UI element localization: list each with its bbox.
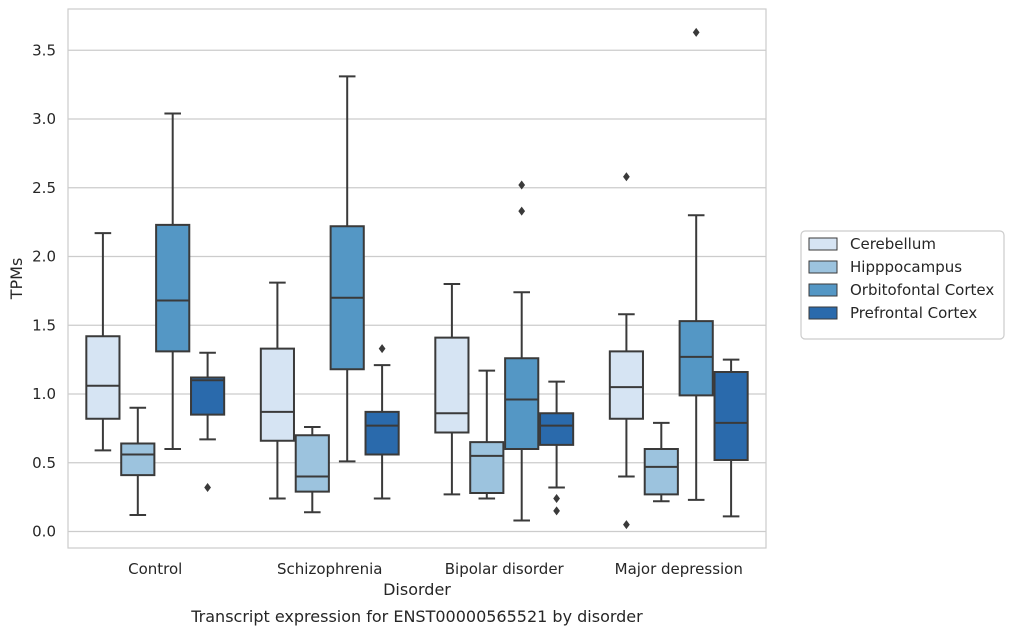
box-iqr [713,371,749,461]
box-groups [85,27,749,530]
y-tick-label: 1.0 [32,385,56,403]
legend-label: Cerebellum [850,235,936,253]
x-axis-ticks: Control Schizophrenia Bipolar disorder Majo… [128,560,743,578]
outlier-point [518,206,526,216]
box-group [469,369,505,500]
box-group [85,232,121,452]
box-iqr [434,336,470,434]
x-axis-label: Disorder [383,580,451,599]
outlier-point [518,180,526,190]
box-group [608,172,644,530]
box-group [364,344,400,500]
box-iqr [678,320,714,397]
y-tick-label: 0.5 [32,454,56,472]
outlier-point [378,344,386,354]
box-group [434,283,470,496]
box-iqr [85,335,121,420]
box-group [190,351,226,492]
outlier-point [623,520,630,530]
outlier-point [553,494,560,503]
legend-label: Orbitofontal Cortex [850,281,994,299]
plot-area-frame [67,8,767,549]
box-group [329,75,365,463]
box-group [539,380,575,516]
y-tick-label: 0.0 [32,523,56,541]
outlier-point [692,27,700,37]
box-group [259,281,295,500]
box-group [294,426,330,514]
box-iqr [364,410,400,456]
outlier-point [553,506,560,516]
legend-swatch [808,283,838,297]
box-iqr [190,376,226,416]
x-tick-label: Schizophrenia [277,560,382,578]
box-iqr [259,347,295,442]
legend-swatch [808,306,838,320]
box-iqr [155,223,191,353]
outlier-point [204,483,211,492]
box-iqr [504,357,540,450]
y-axis-ticks: 0.0 0.5 1.0 1.5 2.0 2.5 3.0 3.5 [32,41,56,540]
legend-swatch [808,237,838,251]
box-group [713,358,749,518]
legend-swatch [808,260,838,274]
box-iqr [469,441,505,494]
x-tick-label: Bipolar disorder [445,560,565,578]
y-tick-label: 2.5 [32,179,56,197]
chart-caption: Transcript expression for ENST0000056552… [190,607,643,626]
box-group [120,406,156,516]
legend-label: Hipppocampus [850,258,962,276]
box-iqr [294,434,330,493]
box-group [643,421,679,503]
box-iqr [608,350,644,420]
y-tick-label: 1.5 [32,316,56,334]
box-group [678,27,714,501]
legend-frame [800,230,1005,340]
y-axis-label: TPMs [7,258,26,301]
legend: Cerebellum Hipppocampus Orbitofontal Corte… [800,230,1005,340]
legend-label: Prefrontal Cortex [850,304,977,322]
y-tick-label: 2.0 [32,248,56,266]
box-iqr [539,412,575,446]
y-tick-label: 3.5 [32,41,56,59]
y-tick-label: 3.0 [32,110,56,128]
box-iqr [643,448,679,496]
box-iqr [120,442,156,477]
box-group [504,180,540,522]
x-tick-label: Control [128,560,182,578]
outlier-point [623,172,630,182]
box-group [155,112,191,450]
x-tick-label: Major depression [615,560,743,578]
